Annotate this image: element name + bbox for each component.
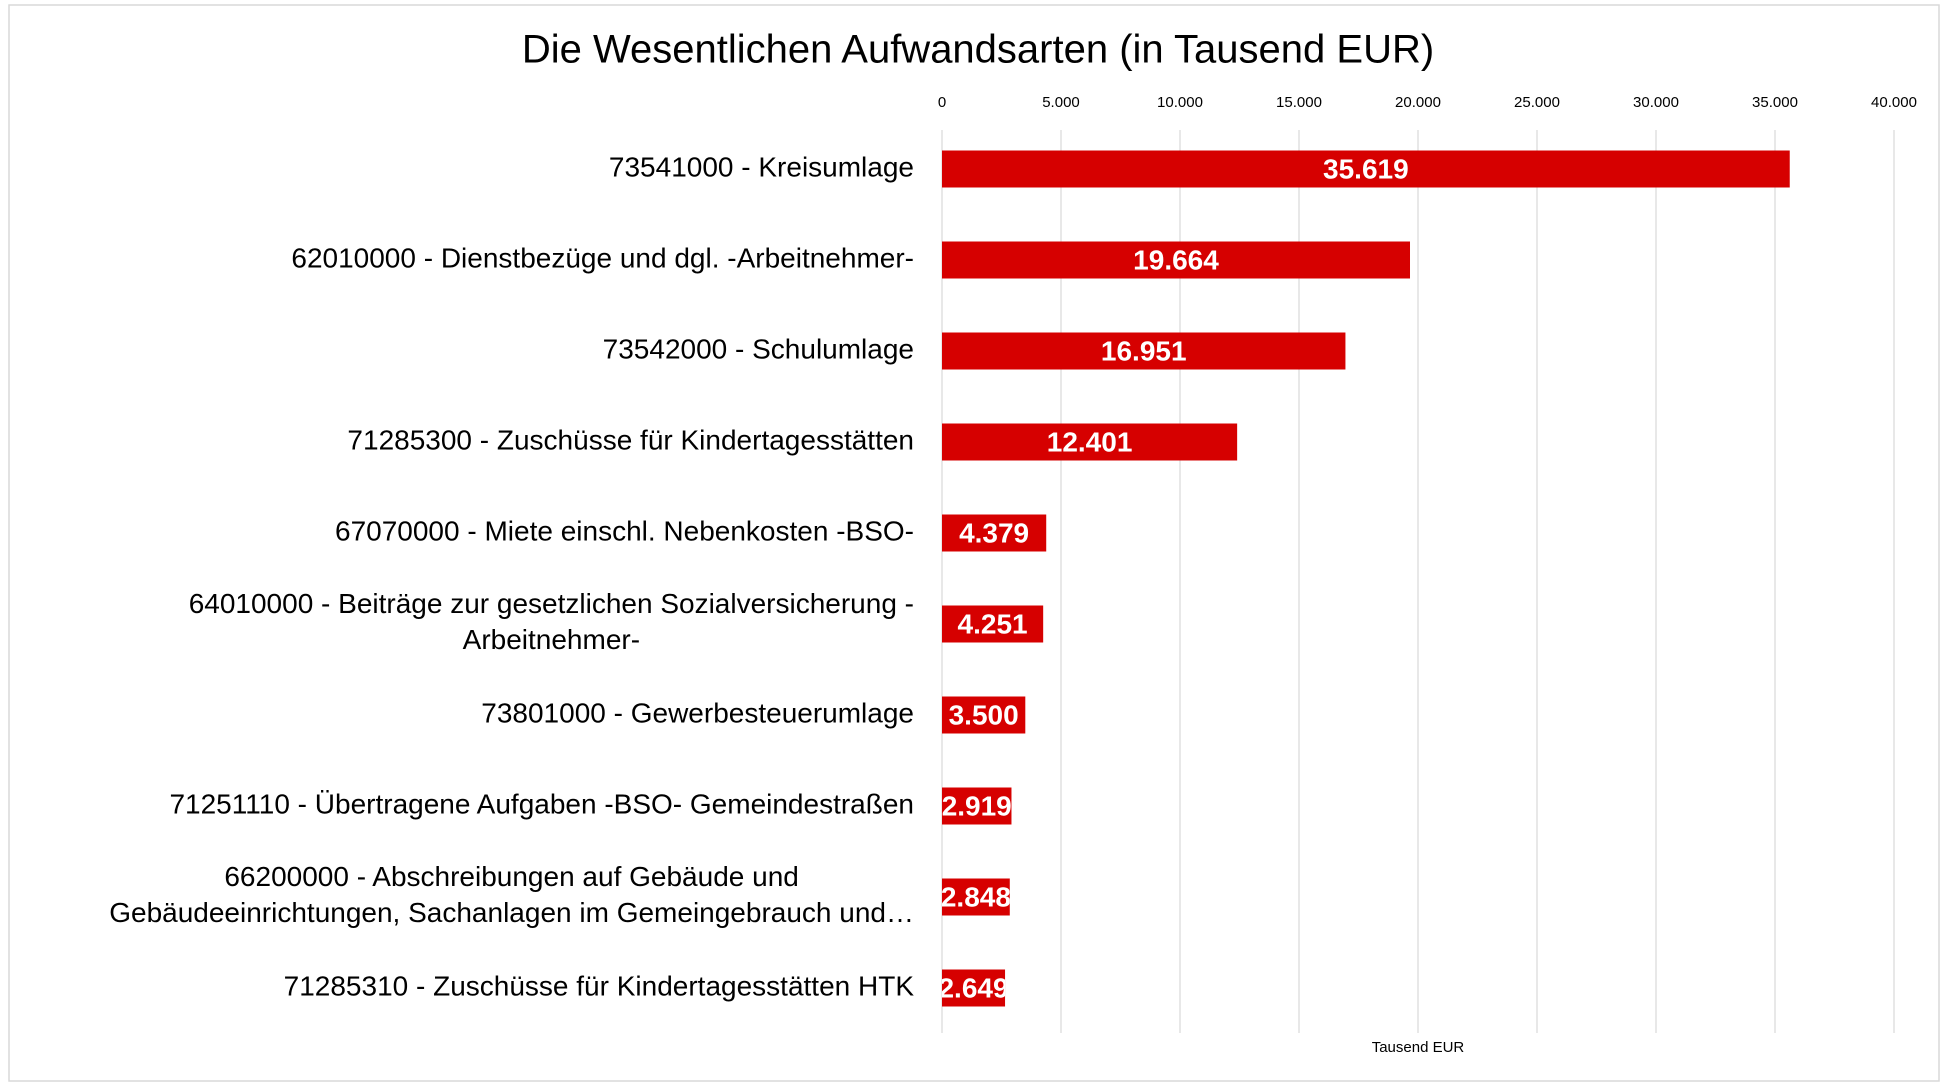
chart-title: Die Wesentlichen Aufwandsarten (in Tause… xyxy=(522,28,1434,72)
category-label: 66200000 - Abschreibungen auf Gebäude un… xyxy=(109,861,914,928)
bar xyxy=(942,787,1012,825)
category-label-line: Arbeitnehmer- xyxy=(463,624,640,655)
bar xyxy=(942,605,1044,643)
category-label-line: 66200000 - Abschreibungen auf Gebäude un… xyxy=(224,861,798,892)
data-label: 35.619 xyxy=(1323,153,1409,184)
bar xyxy=(942,514,1047,552)
data-label: 2.848 xyxy=(941,881,1011,912)
x-tick-label: 35.000 xyxy=(1752,94,1798,111)
x-tick-label: 30.000 xyxy=(1633,94,1679,111)
data-label: 4.251 xyxy=(958,608,1028,639)
x-tick-label: 25.000 xyxy=(1514,94,1560,111)
category-label: 73541000 - Kreisumlage xyxy=(609,151,914,182)
x-tick-label: 5.000 xyxy=(1042,94,1080,111)
bar xyxy=(942,332,1346,370)
bar xyxy=(942,969,1006,1007)
category-label: 71285310 - Zuschüsse für Kindertagesstät… xyxy=(284,970,915,1001)
x-tick-label: 20.000 xyxy=(1395,94,1441,111)
data-label: 3.500 xyxy=(949,699,1019,730)
category-label-line: 64010000 - Beiträge zur gesetzlichen Soz… xyxy=(189,588,914,619)
bar xyxy=(942,696,1026,734)
data-label: 2.919 xyxy=(942,790,1012,821)
category-label: 73542000 - Schulumlage xyxy=(603,333,914,364)
category-label: 71251110 - Übertragene Aufgaben -BSO- Ge… xyxy=(169,788,914,819)
data-label: 4.379 xyxy=(959,517,1029,548)
x-tick-label: 10.000 xyxy=(1157,94,1203,111)
bar xyxy=(942,423,1238,461)
data-label: 2.649 xyxy=(938,972,1008,1003)
x-tick-label: 40.000 xyxy=(1871,94,1917,111)
data-label: 19.664 xyxy=(1133,244,1219,275)
category-label: 64010000 - Beiträge zur gesetzlichen Soz… xyxy=(189,588,914,655)
category-label-line: Gebäudeeinrichtungen, Sachanlagen im Gem… xyxy=(109,897,914,928)
category-label: 67070000 - Miete einschl. Nebenkosten -B… xyxy=(335,515,914,546)
data-label: 16.951 xyxy=(1101,335,1187,366)
bar xyxy=(942,878,1010,916)
x-tick-label: 15.000 xyxy=(1276,94,1322,111)
x-tick-label: 0 xyxy=(938,94,946,111)
data-label: 12.401 xyxy=(1047,426,1133,457)
category-label: 71285300 - Zuschüsse für Kindertagesstät… xyxy=(347,424,914,455)
category-label: 73801000 - Gewerbesteuerumlage xyxy=(481,697,914,728)
x-axis-title: Tausend EUR xyxy=(1372,1039,1465,1056)
bar xyxy=(942,241,1411,279)
bar xyxy=(942,150,1790,188)
category-label: 62010000 - Dienstbezüge und dgl. -Arbeit… xyxy=(291,242,914,273)
